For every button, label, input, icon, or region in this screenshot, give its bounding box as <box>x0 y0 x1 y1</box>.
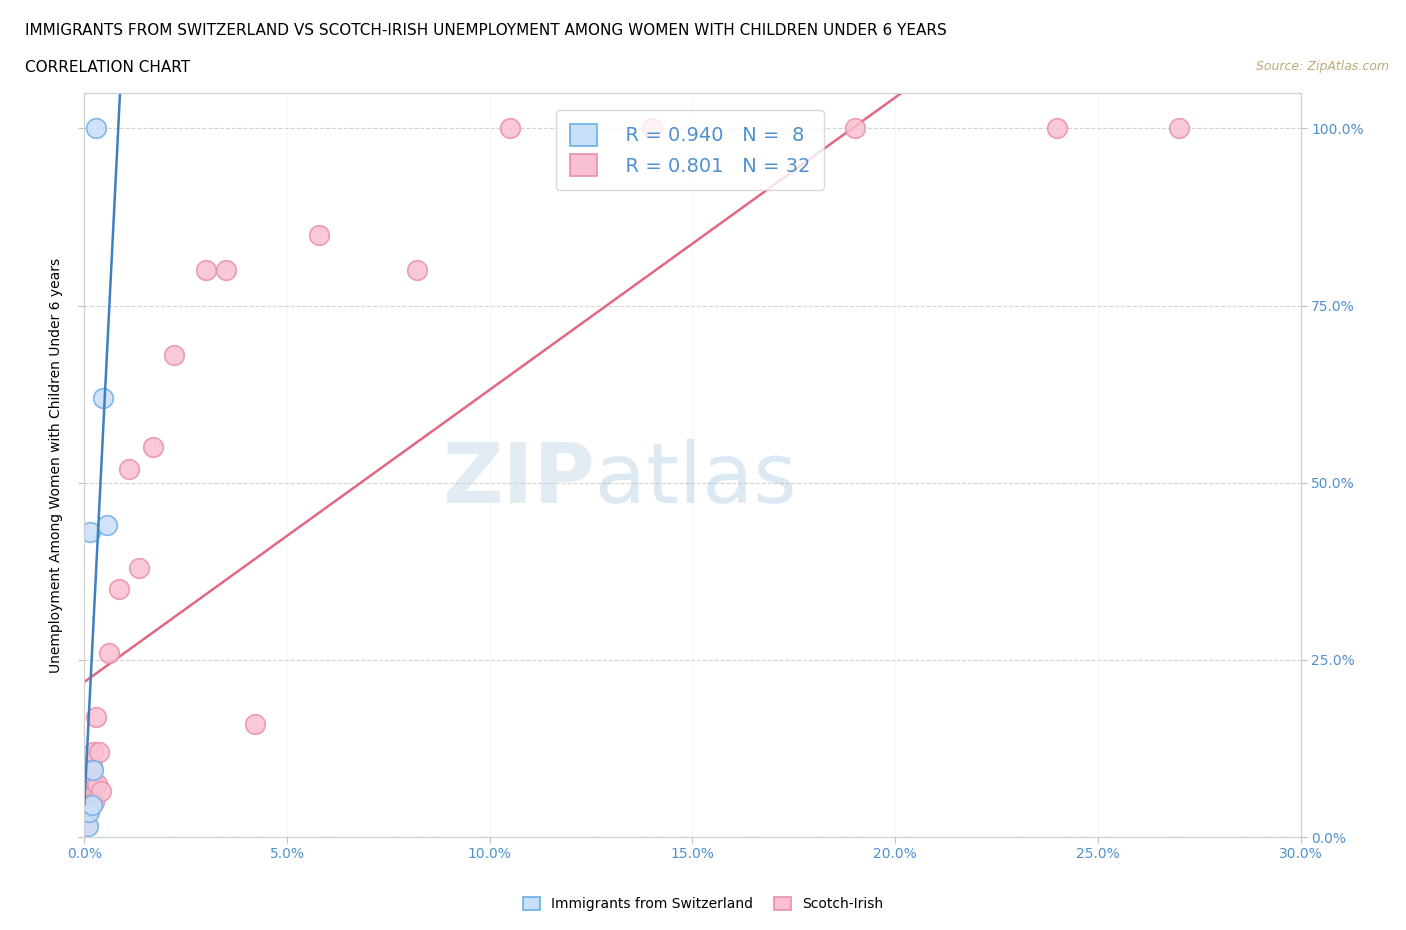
Text: ZIP: ZIP <box>443 439 595 521</box>
Point <box>243 716 266 731</box>
Point <box>97 645 120 660</box>
Point <box>82 745 104 760</box>
Point <box>499 121 522 136</box>
Point <box>84 121 107 136</box>
Point <box>77 790 100 805</box>
Text: atlas: atlas <box>595 439 797 521</box>
Point <box>108 581 131 596</box>
Point <box>83 794 105 809</box>
Point <box>118 461 141 476</box>
Point <box>641 121 664 136</box>
Point <box>128 560 150 575</box>
Point <box>77 794 100 809</box>
Point <box>79 525 101 539</box>
Point <box>80 769 103 784</box>
Legend:   R = 0.940   N =  8,   R = 0.801   N = 32: R = 0.940 N = 8, R = 0.801 N = 32 <box>557 110 824 190</box>
Point <box>80 783 103 798</box>
Point <box>80 798 103 813</box>
Point <box>1167 121 1189 136</box>
Point <box>1046 121 1069 136</box>
Point <box>76 819 98 834</box>
Point <box>844 121 866 136</box>
Legend: Immigrants from Switzerland, Scotch-Irish: Immigrants from Switzerland, Scotch-Iris… <box>516 891 890 919</box>
Point <box>142 440 165 455</box>
Point <box>80 773 103 788</box>
Point <box>405 262 427 277</box>
Point <box>86 777 108 791</box>
Point <box>75 816 97 830</box>
Point <box>87 745 110 760</box>
Point <box>215 262 238 277</box>
Point <box>91 391 114 405</box>
Point <box>82 759 104 774</box>
Text: Source: ZipAtlas.com: Source: ZipAtlas.com <box>1256 60 1389 73</box>
Point <box>194 262 218 277</box>
Point <box>308 227 330 242</box>
Text: CORRELATION CHART: CORRELATION CHART <box>25 60 190 75</box>
Point <box>79 780 101 795</box>
Point <box>82 763 104 777</box>
Point <box>96 518 118 533</box>
Point <box>90 783 112 798</box>
Point <box>77 804 100 819</box>
Point <box>76 804 98 819</box>
Y-axis label: Unemployment Among Women with Children Under 6 years: Unemployment Among Women with Children U… <box>49 258 63 672</box>
Point <box>162 348 184 363</box>
Point <box>79 787 101 802</box>
Text: IMMIGRANTS FROM SWITZERLAND VS SCOTCH-IRISH UNEMPLOYMENT AMONG WOMEN WITH CHILDR: IMMIGRANTS FROM SWITZERLAND VS SCOTCH-IR… <box>25 23 948 38</box>
Point <box>84 709 107 724</box>
